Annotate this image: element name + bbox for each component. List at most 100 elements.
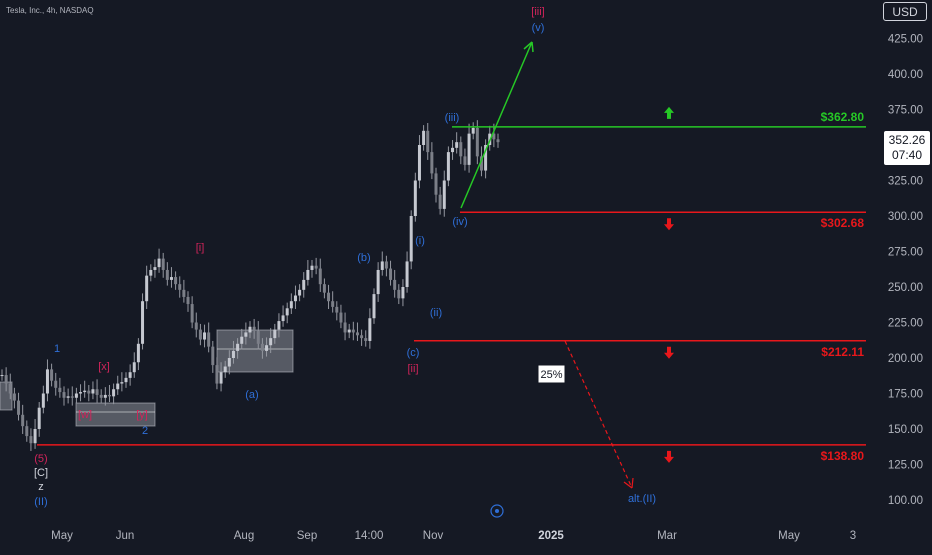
candle-body xyxy=(8,383,12,394)
bar-countdown: 07:40 xyxy=(891,148,923,162)
candle-body xyxy=(45,369,49,394)
wave-label: [y] xyxy=(136,409,148,421)
candle-body xyxy=(322,284,326,293)
candle-body xyxy=(467,133,471,165)
candle-body xyxy=(397,289,401,299)
candle-body xyxy=(401,287,405,299)
wave-label: (b) xyxy=(357,252,370,264)
price-levels: $362.80 $302.68 $212.11 $138.80 xyxy=(37,106,866,463)
candle-body xyxy=(103,394,107,398)
candle-body xyxy=(219,372,223,384)
level-label-2: $302.68 xyxy=(821,216,865,230)
candle-body xyxy=(455,142,459,148)
currency-selector[interactable]: USD xyxy=(883,2,927,21)
x-tick-label: 14:00 xyxy=(355,530,384,542)
probability-box xyxy=(537,364,566,384)
x-tick-label: Mar xyxy=(657,530,677,542)
candle-body xyxy=(165,269,169,280)
wave-label: (5) xyxy=(34,453,47,465)
candle-body xyxy=(194,322,198,330)
candle-body xyxy=(236,343,240,351)
candle-body xyxy=(289,301,293,309)
candle-body xyxy=(451,147,455,153)
candle-body xyxy=(174,277,178,285)
candle-body xyxy=(380,261,384,270)
candle-body xyxy=(463,156,467,165)
candle-body xyxy=(252,326,256,332)
candle-body xyxy=(273,329,277,339)
candle-body xyxy=(12,393,16,401)
candle-body xyxy=(281,315,285,322)
wave-labels: [iii] (v) (iii) (iv) (i) (ii) (c) [ii] (b) (a) [i]… xyxy=(34,6,656,508)
candle-body xyxy=(198,329,202,340)
candle-body xyxy=(438,194,442,209)
candle-body xyxy=(231,350,235,358)
candle-body xyxy=(182,289,186,297)
candle-body xyxy=(417,145,421,181)
candle-body xyxy=(260,343,264,351)
price-series xyxy=(0,120,500,452)
wave-label: [C] xyxy=(34,467,48,479)
candle-body xyxy=(91,389,95,394)
y-tick-label: 425.00 xyxy=(888,34,923,46)
candle-body xyxy=(33,429,37,444)
candle-body xyxy=(0,375,4,377)
candle-body xyxy=(364,338,368,341)
level-label-1: $362.80 xyxy=(821,110,865,124)
candle-body xyxy=(17,400,21,415)
x-tick-label: Nov xyxy=(423,530,444,542)
candle-body xyxy=(422,130,426,145)
wave-label: 2 xyxy=(142,425,148,437)
candle-body xyxy=(157,258,161,268)
arrow-up-icon xyxy=(664,106,674,119)
candle-body xyxy=(87,390,91,394)
candle-body xyxy=(153,267,157,270)
arrow-down-icon xyxy=(664,450,674,463)
candle-body xyxy=(79,392,83,394)
candle-body xyxy=(327,292,331,302)
candle-body xyxy=(314,265,318,269)
candle-body xyxy=(446,152,450,181)
x-tick-label: Aug xyxy=(234,530,254,542)
candle-body xyxy=(120,382,124,384)
y-tick-label: 200.00 xyxy=(888,353,923,365)
probability-label: 25% xyxy=(540,369,562,381)
candle-body xyxy=(190,304,194,323)
candle-body xyxy=(136,343,140,363)
candle-body xyxy=(149,269,153,276)
target-marker-icon[interactable] xyxy=(490,504,504,518)
candle-body xyxy=(479,156,483,171)
candle-body xyxy=(240,336,244,344)
candle-body xyxy=(306,269,310,280)
candle-body xyxy=(70,396,74,398)
x-tick-label: 2025 xyxy=(538,530,564,542)
candle-body xyxy=(368,318,372,341)
candle-body xyxy=(360,335,364,339)
target-marker-dot-icon xyxy=(495,509,499,513)
bearish-projection-line xyxy=(564,340,633,489)
candle-body xyxy=(161,258,165,270)
candle-body xyxy=(66,396,70,398)
consolidation-zone-2 xyxy=(75,402,156,427)
wave-label: [i] xyxy=(196,242,205,254)
wave-label: (ii) xyxy=(430,307,442,319)
wave-label: alt.(II) xyxy=(628,493,656,505)
candle-body xyxy=(74,393,78,398)
bullish-projection-line xyxy=(460,41,533,209)
wave-label: (i) xyxy=(415,235,425,247)
candle-body xyxy=(343,322,347,333)
candle-body xyxy=(430,152,434,174)
y-tick-label: 175.00 xyxy=(888,389,923,401)
y-tick-label: 375.00 xyxy=(888,105,923,117)
level-label-4: $138.80 xyxy=(821,449,865,463)
candle-body xyxy=(484,145,488,171)
wave-label: 1 xyxy=(54,343,60,355)
candle-body xyxy=(492,133,496,140)
candle-body xyxy=(83,390,87,393)
wave-label: (iv) xyxy=(452,216,467,228)
x-tick-label: May xyxy=(51,530,73,542)
candle-body xyxy=(116,383,120,390)
x-tick-label: May xyxy=(778,530,800,542)
